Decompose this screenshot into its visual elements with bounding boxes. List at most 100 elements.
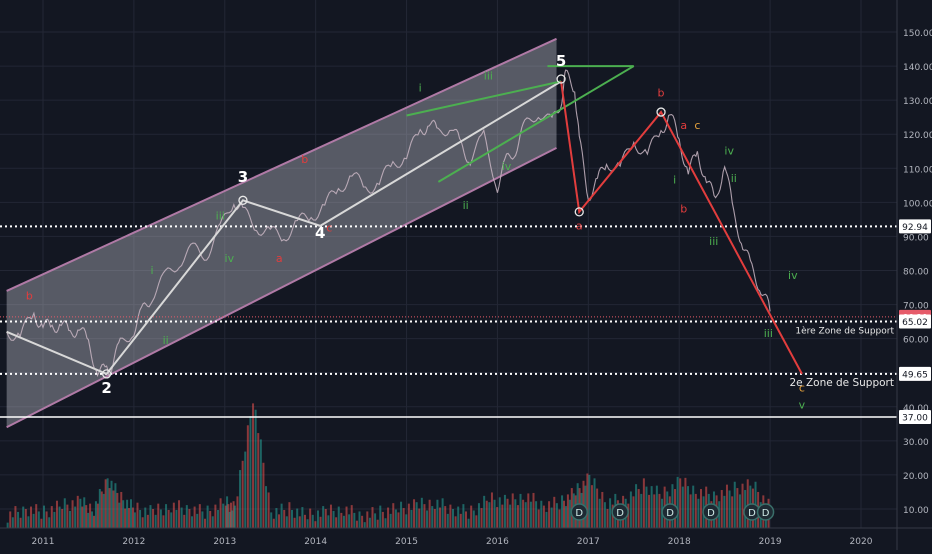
volume-bar [379,505,382,528]
volume-bar [267,492,270,528]
dividend-marker-label: D [762,508,770,519]
volume-bar [141,517,144,528]
volume-bar [133,512,136,528]
volume-bar [159,509,162,528]
dividend-marker-label: D [575,508,583,519]
dividend-marker[interactable] [756,503,775,521]
volume-bar [335,517,338,528]
volume-bar [120,491,123,528]
volume-bar [420,497,423,528]
price-line [6,69,771,378]
volume-bar [444,506,447,528]
y-tick-label: 60.00 [903,336,929,346]
wave-label: a [576,220,583,233]
wave-node [101,369,112,379]
volume-bar [650,486,653,528]
volume-bar [298,516,301,528]
volume-bar [252,403,255,528]
volume-bar [464,511,467,528]
wave-label: 2 [101,379,111,397]
volume-bar [272,518,275,528]
volume-bar [498,497,501,528]
volume-bar [157,503,160,528]
volume-bar [558,509,561,528]
volume-bar [126,499,129,528]
x-tick-label: 2013 [213,537,236,547]
wave-label: 5 [556,52,566,70]
volume-bar [454,516,457,528]
volume-bar [81,506,84,528]
volume-bar [106,478,109,528]
volume-bar [564,506,567,528]
wave-label: 4 [315,224,325,242]
volume-bar [501,504,504,528]
volume-bar [288,502,291,528]
dividend-marker[interactable] [702,503,720,521]
dividend-marker[interactable] [611,503,629,521]
wave-node [574,207,584,217]
volume-bar [402,508,405,528]
wave-label: iv [502,160,512,173]
volume-bar [96,503,99,528]
volume-bar [9,511,12,528]
dividend-marker[interactable] [570,503,588,521]
volume-bar [40,518,43,528]
x-tick-label: 2020 [850,537,873,547]
volume-bar [239,470,242,528]
volume-bar [22,506,25,528]
volume-bar [270,512,273,528]
volume-bar [91,511,94,528]
volume-bar [74,506,77,528]
volume-bar [457,506,460,528]
price-tag [899,219,931,234]
volume-bar [642,478,645,528]
y-tick-label: 140.00 [903,63,932,73]
volume-bar [342,515,345,528]
wave-node [556,74,566,84]
volume-bar [259,439,262,528]
volume-bar [527,493,530,528]
volume-bar [529,501,532,528]
volume-bar [632,496,635,528]
volume-bar [128,508,131,528]
volume-bar [204,518,207,528]
y-tick-label: 70.00 [903,302,929,312]
dividend-marker[interactable] [661,503,679,521]
volume-bar [278,514,281,528]
volume-bar [586,473,589,528]
wave-line [6,80,562,376]
wave-node [656,107,666,117]
volume-bar [19,517,22,528]
volume-bar [358,511,361,528]
volume-bar [309,508,312,528]
volume-bar [353,512,356,528]
volume-bar [172,502,175,528]
channel-layer [6,37,557,429]
volume-bar [689,494,692,528]
volume-bar [319,516,322,528]
levels-layer [0,225,897,418]
volume-bar [249,416,252,528]
volume-bar [206,505,209,528]
channel-fill [6,38,557,428]
volume-bar [381,511,384,528]
dividend-marker-label: D [748,508,756,519]
volume-bar [568,499,571,528]
volume-bar [637,489,640,528]
volume-bar [30,506,33,528]
volume-bar [363,522,366,528]
volume-bar [92,515,95,528]
volume-bar [603,502,606,528]
volume-bar [316,510,319,528]
x-tick-label: 2015 [395,537,418,547]
wave-label: iv [724,145,734,158]
volume-bar [306,519,309,528]
x-tick-label: 2017 [577,537,600,547]
volume-bar [511,493,514,528]
volume-bar [35,504,38,528]
volume-bar [405,514,408,528]
volume-bar [394,509,397,528]
